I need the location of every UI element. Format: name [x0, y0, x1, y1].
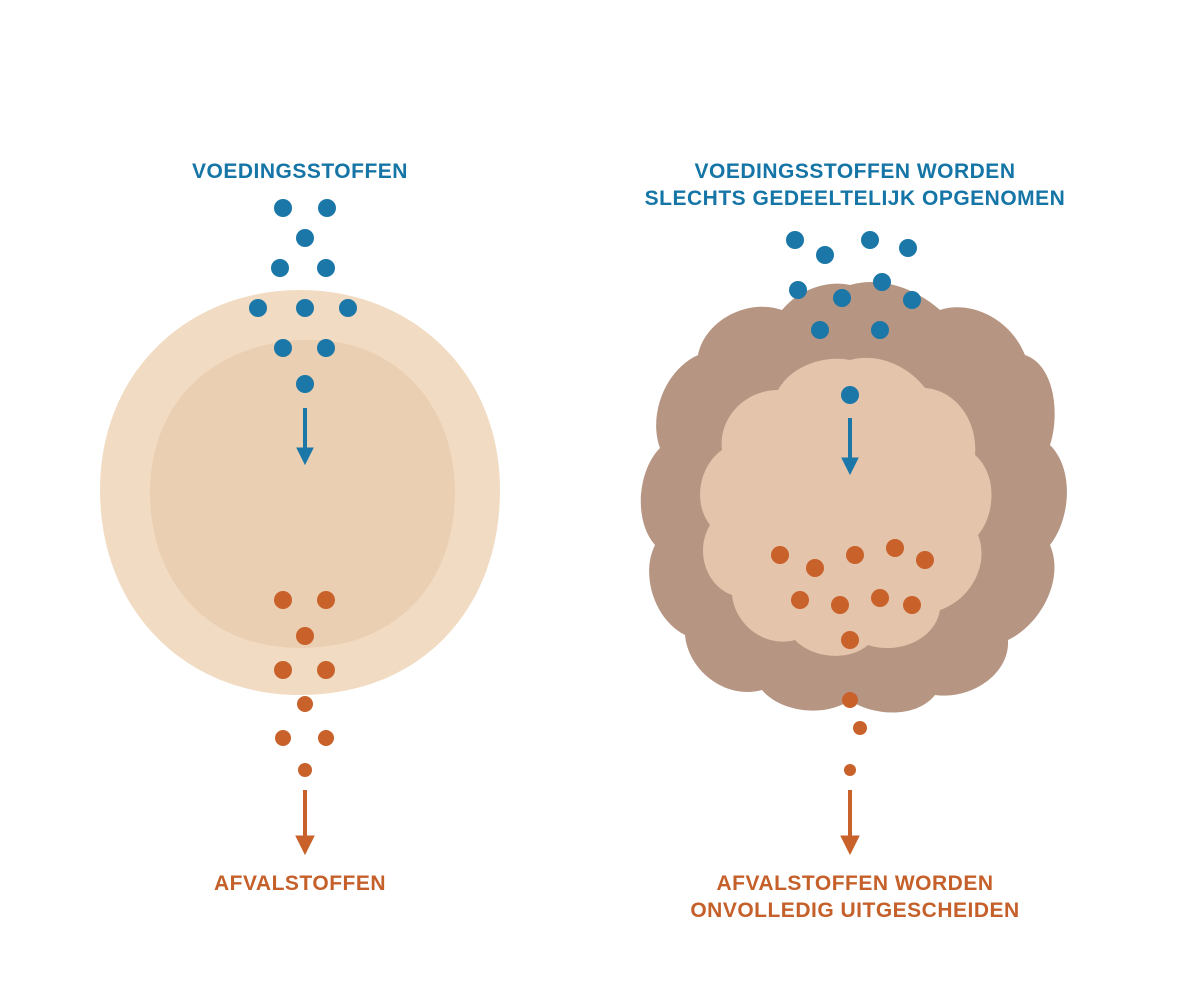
- right-orange-arrow: [841, 790, 859, 854]
- dot: [339, 299, 357, 317]
- dot: [846, 546, 864, 564]
- dot: [771, 546, 789, 564]
- dot: [842, 692, 858, 708]
- dot: [886, 539, 904, 557]
- dot: [296, 299, 314, 317]
- dot: [786, 231, 804, 249]
- dot: [871, 589, 889, 607]
- dot: [806, 559, 824, 577]
- dot: [274, 199, 292, 217]
- dot: [816, 246, 834, 264]
- dot: [841, 386, 859, 404]
- dot: [903, 291, 921, 309]
- dot: [899, 239, 917, 257]
- dot: [811, 321, 829, 339]
- dot: [296, 229, 314, 247]
- dot: [873, 273, 891, 291]
- dot: [318, 199, 336, 217]
- dot: [861, 231, 879, 249]
- dot: [274, 339, 292, 357]
- dot: [916, 551, 934, 569]
- dot: [844, 764, 856, 776]
- dot: [789, 281, 807, 299]
- dot: [791, 591, 809, 609]
- diagram-container: VOEDINGSSTOFFEN VOEDINGSSTOFFEN WORDEN S…: [0, 0, 1200, 1000]
- dot: [297, 696, 313, 712]
- dot: [296, 627, 314, 645]
- dot: [841, 631, 859, 649]
- dot: [833, 289, 851, 307]
- dot: [317, 591, 335, 609]
- dot: [903, 596, 921, 614]
- left-orange-arrow: [296, 790, 314, 854]
- dot: [298, 763, 312, 777]
- dot: [275, 730, 291, 746]
- dot: [274, 661, 292, 679]
- dot: [274, 591, 292, 609]
- dot: [318, 730, 334, 746]
- dot: [317, 259, 335, 277]
- dot: [317, 339, 335, 357]
- diagram-svg: [0, 0, 1200, 1000]
- dot: [317, 661, 335, 679]
- dot: [853, 721, 867, 735]
- dot: [249, 299, 267, 317]
- dot: [831, 596, 849, 614]
- dot: [271, 259, 289, 277]
- dot: [296, 375, 314, 393]
- dot: [871, 321, 889, 339]
